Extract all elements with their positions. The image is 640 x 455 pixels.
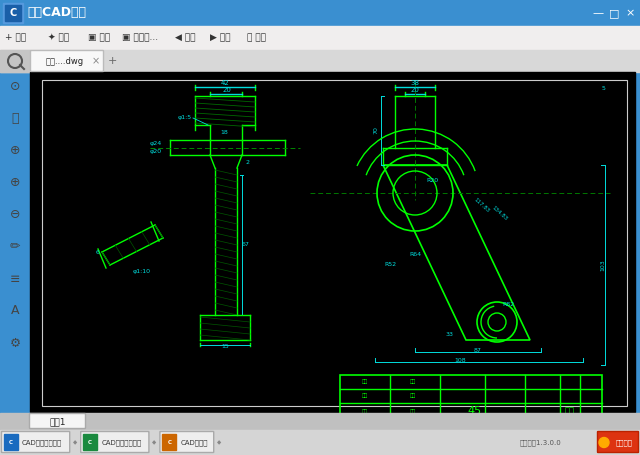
Text: 批准: 批准 — [410, 379, 416, 384]
Text: 70: 70 — [373, 126, 378, 134]
Text: CAD编辑器专业版: CAD编辑器专业版 — [101, 439, 141, 446]
Text: R82: R82 — [502, 303, 514, 308]
Text: 117.83: 117.83 — [473, 197, 491, 213]
Text: 134.83: 134.83 — [491, 205, 509, 221]
Bar — [4, 434, 18, 450]
Text: 5: 5 — [601, 86, 605, 91]
Text: ≡: ≡ — [10, 273, 20, 285]
Text: CAD编辑器标准版: CAD编辑器标准版 — [22, 439, 62, 446]
Text: 18: 18 — [220, 131, 228, 136]
Text: ▣ 另存为...: ▣ 另存为... — [122, 34, 158, 42]
Circle shape — [599, 438, 609, 448]
Bar — [0, 413, 640, 430]
FancyBboxPatch shape — [598, 431, 639, 453]
Bar — [0, 0, 640, 26]
Bar — [163, 434, 177, 450]
Text: ◆: ◆ — [217, 440, 221, 445]
Text: ✏: ✏ — [10, 241, 20, 253]
Text: 共: 共 — [412, 425, 415, 430]
Text: 15: 15 — [221, 344, 229, 349]
Bar — [30, 72, 635, 412]
Text: 在线客服: 在线客服 — [616, 439, 632, 446]
Text: φ1:10: φ1:10 — [133, 269, 151, 274]
Text: □: □ — [609, 8, 620, 18]
Text: C: C — [9, 440, 13, 445]
Text: 迅捷CAD看图: 迅捷CAD看图 — [27, 6, 86, 20]
Text: 制图: 制图 — [362, 410, 368, 415]
Text: + 打开: + 打开 — [5, 34, 26, 42]
Bar — [0, 26, 640, 50]
Text: 戟叉: 戟叉 — [565, 406, 575, 415]
Text: R52: R52 — [384, 263, 396, 268]
Text: 42: 42 — [221, 80, 229, 86]
Text: ✋: ✋ — [12, 112, 19, 126]
Text: ✦ 设置: ✦ 设置 — [48, 34, 69, 42]
Text: ⊕: ⊕ — [10, 145, 20, 157]
FancyBboxPatch shape — [29, 414, 86, 429]
Text: ▶ 前进: ▶ 前进 — [210, 34, 230, 42]
FancyBboxPatch shape — [160, 431, 214, 453]
Bar — [83, 434, 97, 450]
Bar — [5, 5, 21, 21]
Text: 2: 2 — [246, 160, 250, 165]
Text: ⚙: ⚙ — [10, 337, 20, 349]
Text: ×: × — [92, 56, 100, 66]
Text: —: — — [593, 8, 604, 18]
Text: 20: 20 — [411, 87, 419, 93]
Text: C: C — [88, 440, 92, 445]
Text: ▣ 存储: ▣ 存储 — [88, 34, 110, 42]
Text: 审核: 审核 — [362, 379, 368, 384]
Text: C: C — [168, 440, 172, 445]
Bar — [3, 3, 23, 23]
Text: 20: 20 — [223, 87, 232, 93]
Text: φ20: φ20 — [150, 148, 162, 153]
Text: ⊕: ⊕ — [10, 177, 20, 189]
Text: ⊙: ⊙ — [10, 81, 20, 93]
Text: A: A — [11, 304, 19, 318]
Text: ◆: ◆ — [73, 440, 77, 445]
Text: 数量: 数量 — [410, 394, 416, 399]
Bar — [0, 430, 640, 455]
FancyBboxPatch shape — [81, 431, 149, 453]
Text: 103: 103 — [600, 259, 605, 271]
Text: ◀ 后退: ◀ 后退 — [175, 34, 195, 42]
Text: 页面1: 页面1 — [50, 417, 67, 426]
Text: ⊖: ⊖ — [10, 208, 20, 222]
FancyBboxPatch shape — [1, 431, 70, 453]
Text: 38: 38 — [410, 80, 419, 86]
Text: C: C — [10, 8, 17, 18]
Text: ◆: ◆ — [152, 440, 157, 445]
Text: 比例: 比例 — [362, 394, 368, 399]
Bar — [0, 50, 640, 72]
Text: +: + — [108, 56, 116, 66]
Text: 版本号：1.3.0.0: 版本号：1.3.0.0 — [520, 439, 562, 446]
Text: 校核: 校核 — [410, 410, 416, 415]
Text: R64: R64 — [409, 253, 421, 258]
Text: 6: 6 — [96, 251, 100, 256]
Bar — [0, 50, 30, 72]
FancyBboxPatch shape — [31, 51, 104, 71]
Text: ×: × — [625, 8, 635, 18]
Text: CAD转换器: CAD转换器 — [180, 439, 208, 446]
Text: 戟叉....dwg: 戟叉....dwg — [46, 56, 84, 66]
Text: φ24: φ24 — [150, 141, 162, 146]
Text: 87: 87 — [474, 348, 482, 353]
Text: R20: R20 — [426, 177, 438, 182]
Text: 材料: 材料 — [362, 425, 368, 430]
Text: 零件号: 零件号 — [360, 440, 370, 445]
Bar — [340, 375, 602, 447]
Text: 108: 108 — [454, 358, 466, 363]
Text: 45: 45 — [468, 406, 482, 416]
Bar — [42, 80, 627, 406]
Text: 67: 67 — [242, 243, 250, 248]
Text: 33: 33 — [446, 333, 454, 338]
Text: φ1:5: φ1:5 — [178, 116, 192, 121]
Text: ⬜ 删除: ⬜ 删除 — [247, 34, 266, 42]
